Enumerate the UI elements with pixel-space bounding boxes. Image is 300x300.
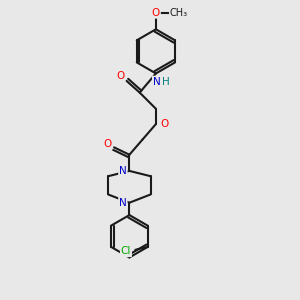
Text: O: O <box>152 8 160 18</box>
Text: Cl: Cl <box>121 246 131 256</box>
Text: CH₃: CH₃ <box>170 8 188 18</box>
Text: N: N <box>153 76 160 86</box>
Text: O: O <box>160 119 168 129</box>
Text: O: O <box>116 71 125 81</box>
Text: O: O <box>103 140 112 149</box>
Text: N: N <box>119 198 127 208</box>
Text: H: H <box>162 76 169 86</box>
Text: N: N <box>119 166 127 176</box>
